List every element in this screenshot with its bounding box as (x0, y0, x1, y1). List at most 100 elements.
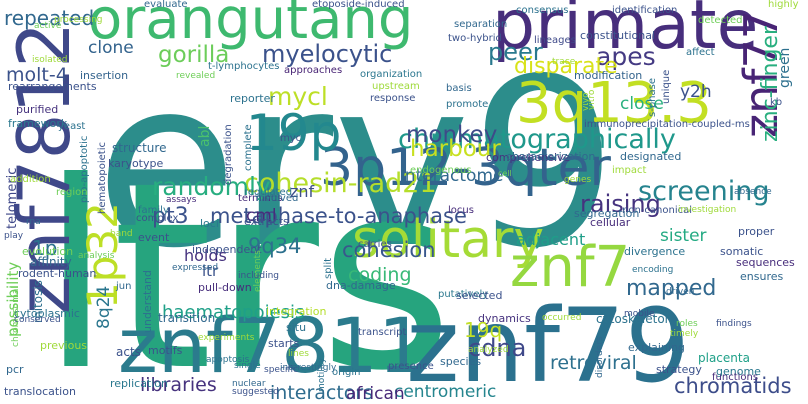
word-yeast: yeast (58, 121, 86, 132)
word-processing: processing (54, 15, 103, 25)
word-starts: starts (268, 337, 300, 350)
word-immunoprecipitation-coupled-ms: immunoprecipitation-coupled-ms (584, 119, 750, 130)
word-two-hybrid: two-hybrid (448, 33, 502, 44)
word-active: active (34, 21, 62, 31)
word-upstream: upstream (372, 81, 420, 92)
word-cohesion: cohesion (342, 238, 436, 262)
word-znf79: znf79 (406, 287, 690, 404)
word-purified: purified (16, 103, 59, 116)
word-organization: organization (360, 69, 423, 80)
word-transition: transition (158, 311, 216, 325)
word-designated: designated (620, 150, 682, 163)
word-dna-damage: dna-damage (326, 279, 396, 292)
word-replication: replication (110, 377, 169, 390)
word-metaphase-to-anaphase: metaphase-to-anaphase (210, 204, 467, 228)
word-cytoskeleton: cytoskeleton (596, 312, 673, 326)
word-absence: absence (734, 187, 772, 197)
word-degradation: degradation (223, 124, 234, 185)
word-myc: myc (280, 133, 302, 144)
word-retroviral: retroviral (550, 352, 637, 374)
word-adjacent: adjacent (516, 230, 586, 249)
word-chromatographically: chromatographically (398, 124, 676, 155)
word-pt3: pt3 (152, 204, 189, 229)
word-encoding: encoding (632, 265, 674, 275)
word-strategy: strategy (656, 363, 702, 376)
word-approaches: approaches (284, 65, 343, 76)
word-coding: coding (348, 264, 412, 286)
word-terminus: terminus (238, 193, 283, 204)
word-harbour: harbour (410, 136, 501, 162)
word-african: african (346, 384, 405, 404)
word-affinity: affinity (30, 255, 72, 269)
word-apoptosis: apoptosis (206, 355, 250, 365)
word-3q13-3: 3q13.3 (516, 71, 712, 136)
word-lineages: lineages (534, 35, 576, 46)
word-origin: origin (332, 367, 361, 378)
word-placenta: placenta (698, 351, 750, 365)
word-presence: presence (388, 361, 434, 372)
word-cml: cml (246, 206, 277, 226)
word-transcript: transcript (358, 327, 407, 338)
word-insertion: insertion (80, 69, 129, 82)
word-functions: functions (712, 372, 759, 383)
word-family: family (138, 205, 169, 216)
word-revealed: revealed (176, 71, 216, 81)
word-locus: locus (448, 205, 474, 216)
word-conserved: conserved (14, 315, 61, 325)
word-znf: znf (290, 182, 315, 201)
word-3p12-3qter: 3p12-3qter (320, 138, 611, 198)
word-structure: structure (112, 141, 167, 155)
word-non-canonical: non-canonical (622, 205, 693, 216)
word-play: play (4, 231, 24, 241)
word-ltrs: ltrs (40, 127, 454, 404)
word-framework: framework (8, 117, 68, 130)
word-ensures: ensures (740, 270, 784, 283)
word-mycl: mycl (268, 82, 328, 111)
word-sequences: sequences (736, 256, 795, 269)
word-highly: highly (768, 0, 799, 10)
word-close: close (620, 94, 664, 114)
word-somatic: somatic (720, 245, 764, 258)
word-19p: 19p (246, 104, 342, 162)
word-disparate: disparate (514, 54, 618, 79)
word-detected: detected (698, 15, 743, 26)
word-putatively: putatively (438, 289, 489, 300)
word-primate: primate (492, 0, 759, 65)
word-rearrangements: rearrangements (8, 80, 97, 93)
word-acts: acts (116, 345, 141, 359)
word-monkey: monkey (406, 122, 498, 148)
word-cytoplasmic: cytoplasmic (14, 307, 80, 320)
word-analysis: analysis (78, 251, 115, 261)
word-divergence: divergence (624, 245, 686, 258)
word-involved: involved (256, 193, 299, 204)
word-unique: unique (661, 69, 672, 104)
word-nuclear: nuclear (232, 379, 266, 389)
word-interactors: interactors (270, 382, 374, 404)
word-1p: 1p (32, 236, 58, 260)
word-evaluate: evaluate (144, 0, 188, 10)
word-cdna: cdna (468, 334, 527, 362)
word-erv9: erv9 (95, 29, 619, 299)
word-8q24: 8q24 (94, 285, 114, 329)
word-orangutang: orangutang (88, 0, 414, 52)
word-experiments: experiments (198, 333, 255, 343)
word-identification: identification (612, 5, 678, 16)
word-event: event (138, 231, 170, 244)
word-kb: kb (770, 97, 783, 108)
word-molt-4: molt-4 (6, 64, 68, 86)
word-understand: understand (141, 270, 154, 333)
word-raising: raising (580, 190, 661, 218)
word-lines: lines (288, 349, 309, 359)
word-rna: rna (26, 217, 41, 227)
word-screening: screening (638, 176, 770, 207)
word-complex: complex (136, 213, 179, 224)
word-endogenous: endogenous (410, 165, 472, 176)
word-19q: 19q (464, 318, 503, 342)
word-suggested: suggested (232, 387, 279, 397)
word-abl: abl (197, 125, 213, 147)
word-proper: proper (738, 225, 775, 238)
word-constitutional: constitutional (580, 29, 656, 42)
word-species: species (440, 355, 482, 368)
word-segregation: segregation (574, 207, 640, 220)
